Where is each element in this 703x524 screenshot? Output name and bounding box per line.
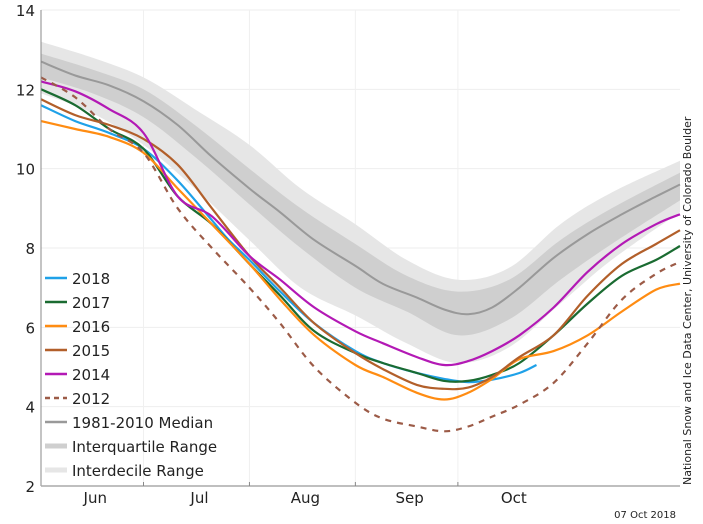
legend-label: 2015 xyxy=(72,342,110,360)
legend-item-1981-2010-median: 1981-2010 Median xyxy=(45,414,213,432)
legend-item-2012: 2012 xyxy=(45,390,110,408)
legend-label: 2018 xyxy=(72,270,110,288)
date-stamp: 07 Oct 2018 xyxy=(614,510,676,521)
legend-item-2016: 2016 xyxy=(45,318,110,336)
x-tick-label-aug: Aug xyxy=(291,489,320,507)
x-tick-label-oct: Oct xyxy=(501,489,527,507)
y-tick-label-12: 12 xyxy=(16,81,35,99)
series-line-2014 xyxy=(40,80,681,367)
legend-label: 1981-2010 Median xyxy=(72,414,213,432)
legend-item-interquartile-range: Interquartile Range xyxy=(45,438,217,456)
range-bands xyxy=(41,41,680,364)
series-line-2015 xyxy=(40,98,681,391)
legend-label: 2012 xyxy=(72,390,110,408)
legend-label: 2014 xyxy=(72,366,110,384)
legend-item-2018: 2018 xyxy=(45,270,110,288)
x-tick-label-jun: Jun xyxy=(83,489,107,507)
x-tick-label-jul: Jul xyxy=(189,489,208,507)
credit-text: National Snow and Ice Data Center, Unive… xyxy=(681,116,694,485)
legend-item-2017: 2017 xyxy=(45,294,110,312)
y-tick-label-8: 8 xyxy=(25,240,35,258)
series-line-2012 xyxy=(40,76,681,433)
y-tick-label-6: 6 xyxy=(25,319,35,337)
legend: 2018 2017 2016 2015 2014 2012 1981-2010 Median… xyxy=(45,270,217,480)
y-tick-label-2: 2 xyxy=(25,478,35,496)
legend-item-2014: 2014 xyxy=(45,366,110,384)
y-tick-label-10: 10 xyxy=(16,161,35,179)
band-interquartile-range xyxy=(41,53,680,336)
legend-label: 2016 xyxy=(72,318,110,336)
axes: 2 4 6 8 10 12 14 Jun Jul Aug Sep Oct xyxy=(16,2,680,507)
legend-item-2015: 2015 xyxy=(45,342,110,360)
y-tick-label-14: 14 xyxy=(16,2,35,20)
series-lines xyxy=(40,60,681,433)
series-line-2016 xyxy=(40,120,681,401)
legend-item-interdecile-range: Interdecile Range xyxy=(45,462,204,480)
x-tick-label-sep: Sep xyxy=(395,489,423,507)
y-tick-label-4: 4 xyxy=(25,399,35,417)
legend-label: Interquartile Range xyxy=(72,438,217,456)
legend-label: 2017 xyxy=(72,294,110,312)
series-line-1981-2010-median xyxy=(40,60,681,316)
legend-label: Interdecile Range xyxy=(72,462,204,480)
